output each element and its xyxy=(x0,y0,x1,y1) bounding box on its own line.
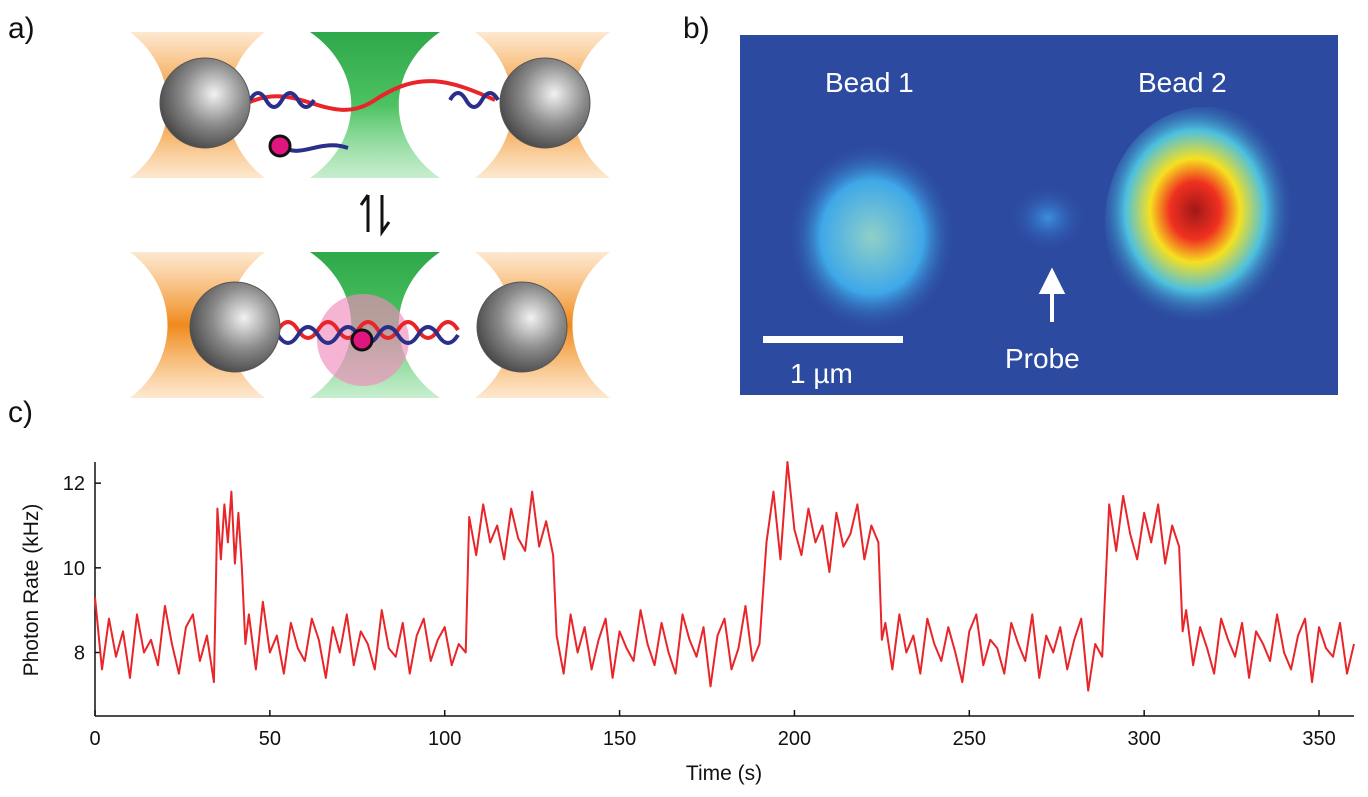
scale-bar xyxy=(763,336,903,343)
y-tick-label: 8 xyxy=(74,643,85,665)
bead xyxy=(476,281,568,373)
equilibrium-arrows xyxy=(359,194,391,237)
x-tick-label: 0 xyxy=(89,728,100,750)
dna xyxy=(248,91,500,109)
y-tick-label: 12 xyxy=(63,473,85,495)
x-tick-label: 200 xyxy=(778,728,811,750)
bead xyxy=(499,57,591,149)
image-label: Bead 1 xyxy=(825,67,914,98)
image-label: Bead 2 xyxy=(1138,67,1227,98)
x-tick-label: 350 xyxy=(1302,728,1335,750)
bead xyxy=(159,57,251,149)
plot: Time (s) Photon Rate (kHz) 0 50 100 150 200 2… xyxy=(20,461,1355,785)
diagram xyxy=(130,32,610,398)
microscopy-image: Bead 1 Bead 2 Probe 1 µm xyxy=(740,35,1338,395)
x-tick-label: 150 xyxy=(603,728,636,750)
y-tick-label: 10 xyxy=(63,558,85,580)
arrow xyxy=(1038,267,1066,322)
probe-dot xyxy=(268,134,292,158)
panel-label: c) xyxy=(8,396,33,429)
confocal-beam xyxy=(310,32,440,178)
bead-signal xyxy=(1105,107,1305,337)
bead xyxy=(189,281,281,373)
scale-bar-label: 1 µm xyxy=(790,358,853,389)
bead-signal xyxy=(787,142,957,332)
probe-signal xyxy=(1008,183,1088,253)
dna xyxy=(249,79,496,112)
image-label: Probe xyxy=(1005,343,1080,374)
panel-label: b) xyxy=(683,12,710,45)
x-tick-label: 50 xyxy=(259,728,281,750)
y-axis-label: Photon Rate (kHz) xyxy=(20,504,43,677)
x-tick-label: 250 xyxy=(953,728,986,750)
probe-dot xyxy=(350,328,374,352)
x-axis-label: Time (s) xyxy=(686,762,762,785)
x-tick-label: 300 xyxy=(1127,728,1160,750)
panel-label: a) xyxy=(8,12,35,45)
x-tick-label: 100 xyxy=(428,728,461,750)
trace xyxy=(94,461,1355,692)
dna xyxy=(276,320,460,340)
